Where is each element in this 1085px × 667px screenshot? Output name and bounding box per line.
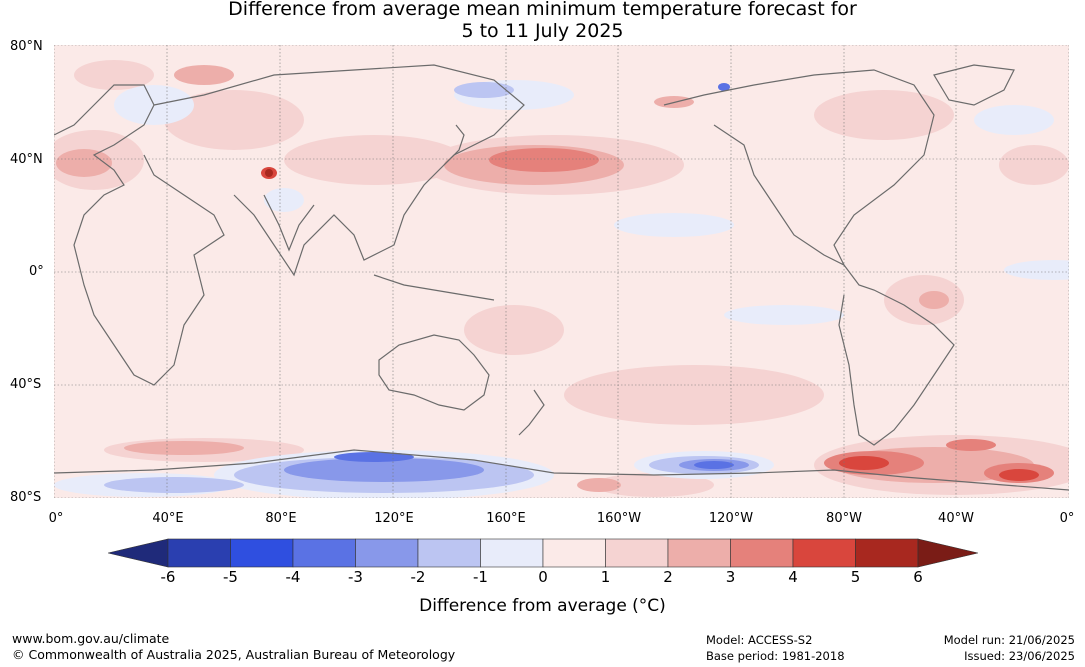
colorbar [108,538,978,568]
footer-left: www.bom.gov.au/climate © Commonwealth of… [12,631,455,663]
colorbar-segment [292,538,356,568]
colorbar-segment [542,538,606,568]
lon-label-160e: 160°E [486,511,526,526]
colorbar-tick-label: 4 [788,568,798,586]
map-title-line-1: Difference from average mean minimum tem… [228,0,857,20]
footer-copyright: © Commonwealth of Australia 2025, Austra… [12,647,456,662]
colorbar-segment [667,538,731,568]
colorbar-segment [605,538,669,568]
lon-label-80e: 80°E [265,511,297,526]
colorbar-segment [480,538,544,568]
colorbar-segment [792,538,856,568]
colorbar-segment [167,538,231,568]
colorbar-tick-label: 6 [913,568,923,586]
footer-model-info: Model: ACCESS-S2 Base period: 1981-2018 [706,632,845,664]
anomaly-1-2-regions [54,60,1069,497]
lon-label-0-east: 0° [1059,511,1075,526]
gridlines [54,45,1069,498]
lat-label-80s: 80°S [10,490,42,505]
lat-label-40n: 40°N [10,152,43,167]
colorbar-tick-label: 3 [725,568,736,586]
colorbar-tick-label: -3 [348,568,363,586]
colorbar-segments [108,538,978,568]
colorbar-tick-label: -4 [285,568,301,586]
colorbar-label: Difference from average (°C) [419,596,666,616]
colorbar-segment [417,538,481,568]
lon-label-40e: 40°E [152,511,184,526]
coastlines [54,64,1069,491]
colorbar-segment [230,538,294,568]
colorbar-segment [355,538,419,568]
colorbar-tick-label: 1 [600,568,611,586]
footer-run-info: Model run: 21/06/2025 Issued: 23/06/2025 [944,632,1075,664]
anomaly-4-5-regions [261,167,1039,481]
lat-label-equator: 0° [29,264,44,279]
footer-base-period: Base period: 1981-2018 [706,649,845,663]
colorbar-tick-label: 5 [850,568,861,586]
footer-model: Model: ACCESS-S2 [706,633,813,647]
anomaly-map [54,45,1069,498]
map-title-line-2: 5 to 11 July 2025 [461,20,624,42]
colorbar-tick-label: -1 [473,568,488,586]
colorbar-tick-label: -5 [223,568,238,586]
colorbar-tick-label: -2 [410,568,426,586]
lat-label-40s: 40°S [10,377,42,392]
colorbar-segment [855,538,919,568]
footer-issued: Issued: 23/06/2025 [964,649,1075,663]
colorbar-tick-label: 0 [538,568,548,586]
colorbar-extend-low [108,538,169,568]
lat-label-80n: 80°N [10,39,43,54]
colorbar-tick-label: 2 [663,568,673,586]
colorbar-tick-label: -6 [160,568,176,586]
lon-label-120w: 120°W [708,511,754,526]
colorbar-extend-high [917,538,978,568]
colorbar-segment [730,538,794,568]
footer-url[interactable]: www.bom.gov.au/climate [12,631,170,646]
lon-label-160w: 160°W [596,511,642,526]
footer-model-run: Model run: 21/06/2025 [943,633,1075,647]
anomaly-minus-3-4-regions [334,83,734,469]
lon-label-40w: 40°W [938,511,974,526]
lon-label-80w: 80°W [826,511,862,526]
anomaly-5-6-regions [265,169,273,177]
lon-label-120e: 120°E [374,511,414,526]
lon-label-0-west: 0° [48,511,64,526]
